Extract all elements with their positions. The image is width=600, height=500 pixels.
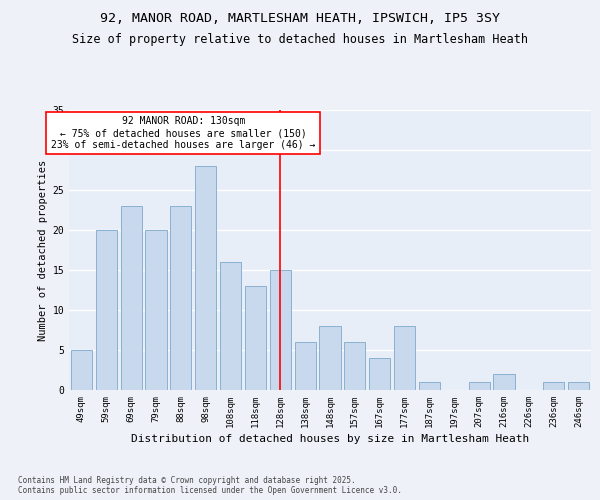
X-axis label: Distribution of detached houses by size in Martlesham Heath: Distribution of detached houses by size … [131,434,529,444]
Bar [270,270,291,390]
Bar [344,342,365,390]
Bar [369,358,390,390]
Bar [96,230,117,390]
Bar [220,262,241,390]
Bar [568,382,589,390]
Text: Size of property relative to detached houses in Martlesham Heath: Size of property relative to detached ho… [72,32,528,46]
Bar [493,374,515,390]
Bar [145,230,167,390]
Bar [394,326,415,390]
Bar [71,350,92,390]
Bar [195,166,216,390]
Text: 92, MANOR ROAD, MARTLESHAM HEATH, IPSWICH, IP5 3SY: 92, MANOR ROAD, MARTLESHAM HEATH, IPSWIC… [100,12,500,26]
Bar [469,382,490,390]
Bar [319,326,341,390]
Bar [419,382,440,390]
Bar [170,206,191,390]
Bar [121,206,142,390]
Bar [245,286,266,390]
Bar [295,342,316,390]
Y-axis label: Number of detached properties: Number of detached properties [38,160,48,340]
Text: Contains HM Land Registry data © Crown copyright and database right 2025.
Contai: Contains HM Land Registry data © Crown c… [18,476,402,495]
Bar [543,382,564,390]
Text: 92 MANOR ROAD: 130sqm
← 75% of detached houses are smaller (150)
23% of semi-det: 92 MANOR ROAD: 130sqm ← 75% of detached … [51,116,316,150]
